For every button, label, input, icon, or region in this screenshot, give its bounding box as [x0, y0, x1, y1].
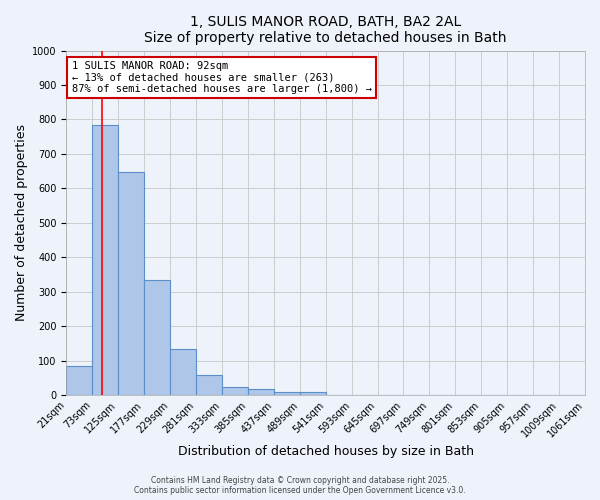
Bar: [144, 280, 170, 395]
Bar: [92, 126, 118, 395]
Bar: [222, 388, 248, 395]
Title: 1, SULIS MANOR ROAD, BATH, BA2 2AL
Size of property relative to detached houses : 1, SULIS MANOR ROAD, BATH, BA2 2AL Size …: [145, 15, 507, 45]
Bar: [274, 392, 300, 395]
Bar: [248, 389, 274, 395]
Text: Contains HM Land Registry data © Crown copyright and database right 2025.
Contai: Contains HM Land Registry data © Crown c…: [134, 476, 466, 495]
Bar: [118, 172, 144, 395]
Bar: [300, 392, 326, 395]
X-axis label: Distribution of detached houses by size in Bath: Distribution of detached houses by size …: [178, 444, 473, 458]
Text: 1 SULIS MANOR ROAD: 92sqm
← 13% of detached houses are smaller (263)
87% of semi: 1 SULIS MANOR ROAD: 92sqm ← 13% of detac…: [71, 61, 371, 94]
Bar: [170, 348, 196, 395]
Bar: [196, 375, 222, 395]
Bar: [67, 366, 92, 395]
Y-axis label: Number of detached properties: Number of detached properties: [15, 124, 28, 322]
